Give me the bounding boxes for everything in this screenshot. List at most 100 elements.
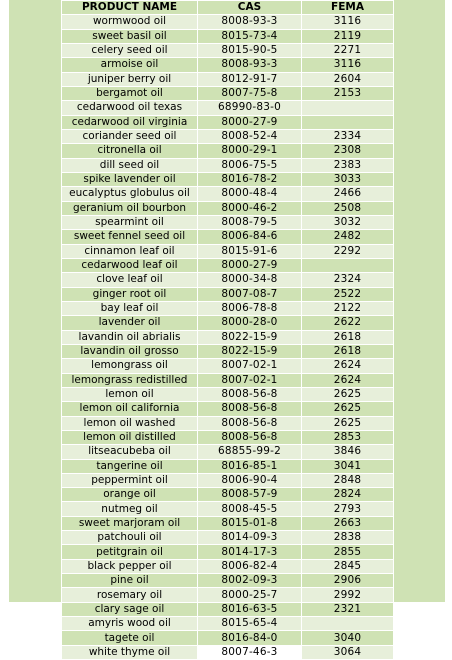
cas-cell: 8008-79-5	[197, 214, 302, 231]
table-row: black pepper oil 8006-82-4 2845	[61, 558, 394, 575]
table-row: juniper berry oil 8012-91-7 2604	[61, 71, 394, 87]
fema-cell: 2906	[301, 573, 394, 589]
table-row: nutmeg oil 8008-45-5 2793	[61, 501, 394, 517]
product-name-cell: white thyme oil	[61, 644, 198, 660]
table-row: lemon oil washed 8008-56-8 2625	[61, 415, 394, 431]
product-name-cell: lemongrass redistilled	[61, 372, 198, 388]
sheet-right-band	[393, 0, 445, 602]
cas-cell: 8006-90-4	[197, 472, 302, 489]
table-row: citronella oil 8000-29-1 2308	[61, 143, 394, 159]
table-row: lavandin oil abrialis 8022-15-9 2618	[61, 329, 394, 345]
fema-cell	[301, 114, 394, 130]
cas-cell: 8000-27-9	[197, 114, 302, 130]
product-name-cell: cedarwood leaf oil	[61, 257, 198, 274]
product-name-cell: spike lavender oil	[61, 171, 198, 188]
fema-cell: 3040	[301, 630, 394, 646]
product-name-cell: wormwood oil	[61, 14, 198, 30]
table-row: clary sage oil 8016-63-5 2321	[61, 601, 394, 618]
product-name-cell: lavandin oil grosso	[61, 343, 198, 360]
product-name-cell: geranium oil bourbon	[61, 200, 198, 216]
cas-cell: 8015-73-4	[197, 28, 302, 44]
table-row: bay leaf oil 8006-78-8 2122	[61, 300, 394, 317]
cas-cell: 8008-56-8	[197, 386, 302, 403]
cas-cell: 8000-25-7	[197, 587, 302, 603]
product-name-cell: dill seed oil	[61, 157, 198, 173]
table-row: lemongrass redistilled 8007-02-1 2624	[61, 372, 394, 388]
fema-cell: 2838	[301, 530, 394, 546]
product-name-cell: sweet basil oil	[61, 28, 198, 44]
table-row: lavandin oil grosso 8022-15-9 2618	[61, 343, 394, 360]
product-name-cell: sweet marjoram oil	[61, 515, 198, 532]
product-name-cell: eucalyptus globulus oil	[61, 186, 198, 202]
product-name-cell: lemon oil	[61, 386, 198, 403]
table-row: rosemary oil 8000-25-7 2992	[61, 587, 394, 603]
product-name-cell: rosemary oil	[61, 587, 198, 603]
product-name-cell: litseacubeba oil	[61, 444, 198, 460]
fema-cell: 2153	[301, 85, 394, 102]
table-row: eucalyptus globulus oil 8000-48-4 2466	[61, 186, 394, 202]
product-name-cell: juniper berry oil	[61, 71, 198, 87]
product-name-cell: cinnamon leaf oil	[61, 243, 198, 259]
product-name-cell: patchouli oil	[61, 530, 198, 546]
table-row: cedarwood leaf oil 8000-27-9	[61, 257, 394, 274]
cas-cell: 8014-09-3	[197, 530, 302, 546]
product-name-cell: celery seed oil	[61, 42, 198, 59]
fema-cell: 3041	[301, 458, 394, 474]
product-name-cell: petitgrain oil	[61, 544, 198, 560]
cas-cell: 8008-93-3	[197, 57, 302, 73]
fema-cell: 2622	[301, 315, 394, 331]
table-row: patchouli oil 8014-09-3 2838	[61, 530, 394, 546]
cas-cell: 8008-56-8	[197, 429, 302, 446]
cas-cell: 8008-52-4	[197, 128, 302, 145]
cas-cell: 8015-65-4	[197, 616, 302, 632]
cas-cell: 8006-82-4	[197, 558, 302, 575]
table-row: sweet marjoram oil 8015-01-8 2663	[61, 515, 394, 532]
table-row: sweet fennel seed oil 8006-84-6 2482	[61, 229, 394, 245]
product-name-cell: citronella oil	[61, 143, 198, 159]
product-name-cell: black pepper oil	[61, 558, 198, 575]
table-row: cinnamon leaf oil 8015-91-6 2292	[61, 243, 394, 259]
product-name-cell: lavandin oil abrialis	[61, 329, 198, 345]
table-row: white thyme oil 8007-46-3 3064	[61, 644, 394, 660]
fema-cell: 3116	[301, 57, 394, 73]
cas-cell: 8006-75-5	[197, 157, 302, 173]
fema-cell: 2324	[301, 272, 394, 288]
table-row: lemongrass oil 8007-02-1 2624	[61, 358, 394, 374]
fema-cell: 2853	[301, 429, 394, 446]
header-cas: CAS	[197, 0, 302, 16]
product-name-cell: ginger root oil	[61, 286, 198, 302]
cas-cell: 8008-57-9	[197, 487, 302, 503]
table-row: spike lavender oil 8016-78-2 3033	[61, 171, 394, 188]
table-row: bergamot oil 8007-75-8 2153	[61, 85, 394, 102]
cas-cell: 8006-84-6	[197, 229, 302, 245]
fema-cell: 2308	[301, 143, 394, 159]
cas-cell: 8008-56-8	[197, 415, 302, 431]
fema-cell: 3032	[301, 214, 394, 231]
product-name-cell: tagete oil	[61, 630, 198, 646]
cas-cell: 8015-91-6	[197, 243, 302, 259]
fema-cell: 2383	[301, 157, 394, 173]
table-row: ginger root oil 8007-08-7 2522	[61, 286, 394, 302]
table-row: spearmint oil 8008-79-5 3032	[61, 214, 394, 231]
cas-cell: 8000-34-8	[197, 272, 302, 288]
product-name-cell: orange oil	[61, 487, 198, 503]
table-row: peppermint oil 8006-90-4 2848	[61, 472, 394, 489]
fema-cell: 2845	[301, 558, 394, 575]
table-row: lemon oil distilled 8008-56-8 2853	[61, 429, 394, 446]
product-name-cell: lemon oil distilled	[61, 429, 198, 446]
cas-cell: 8007-75-8	[197, 85, 302, 102]
fema-cell: 2855	[301, 544, 394, 560]
table-row: geranium oil bourbon 8000-46-2 2508	[61, 200, 394, 216]
table-row: dill seed oil 8006-75-5 2383	[61, 157, 394, 173]
cas-cell: 8014-17-3	[197, 544, 302, 560]
fema-cell: 2271	[301, 42, 394, 59]
table-row: sweet basil oil 8015-73-4 2119	[61, 28, 394, 44]
product-name-cell: peppermint oil	[61, 472, 198, 489]
cas-cell: 8007-46-3	[197, 644, 302, 660]
product-name-cell: bergamot oil	[61, 85, 198, 102]
table-row: wormwood oil 8008-93-3 3116	[61, 14, 394, 30]
table-row: amyris wood oil 8015-65-4	[61, 616, 394, 632]
fema-cell: 2119	[301, 28, 394, 44]
fema-cell: 2624	[301, 372, 394, 388]
cas-cell: 8000-46-2	[197, 200, 302, 216]
